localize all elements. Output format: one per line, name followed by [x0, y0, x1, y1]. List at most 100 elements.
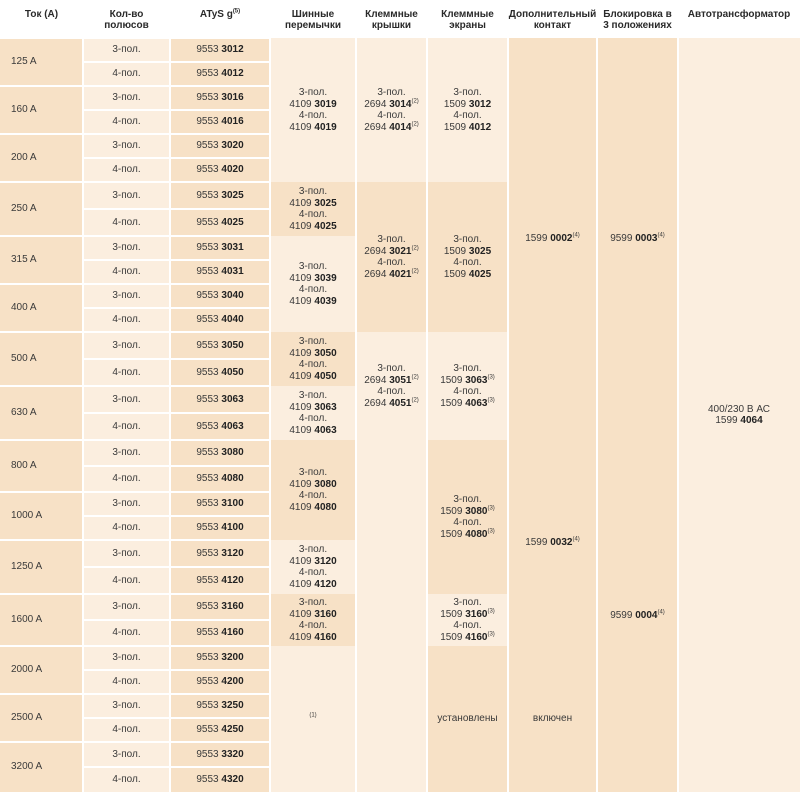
ref-prefix: 9553 [196, 652, 222, 664]
row-divider [83, 766, 270, 768]
cell-text: 1509 [443, 121, 469, 133]
header-lock: Блокировка в 3 положениях [597, 0, 678, 38]
current-cell: 315 A [0, 236, 83, 284]
ref-code-bold: 4014 [389, 121, 412, 133]
atys-ref-cell: 9553 3080 [170, 440, 270, 466]
cell-text: 4109 [289, 424, 315, 436]
poles-cell: 4-пол. [83, 158, 170, 182]
cell-line: 2694 3051(2) [364, 374, 419, 387]
header-text: Клеммные экраны [427, 9, 508, 31]
poles-cell: 4-пол. [83, 359, 170, 386]
row-divider [0, 235, 270, 237]
cell-text: 3-пол. [377, 87, 406, 98]
poles-value: 3-пол. [112, 92, 141, 104]
ref-code-bold: 4120 [221, 574, 244, 586]
cell-text: 4-пол. [298, 110, 328, 121]
footnote-ref: (2) [411, 98, 419, 105]
ref-code-bold: 4080 [465, 528, 488, 540]
cell-text: 4109 [289, 631, 315, 643]
poles-value: 3-пол. [112, 393, 141, 405]
ref-line: 9553 4012 [196, 68, 243, 80]
cell-line: 3-пол. [453, 234, 481, 246]
cell-line: 3-пол. [299, 336, 327, 348]
bus-bar-cell: 3-пол. 4109 3080 4-пол. 4109 4080 [270, 440, 356, 540]
ref-code-bold: 4063 [314, 424, 337, 436]
ref-code-bold: 3031 [221, 242, 244, 254]
footnote-ref: (2) [411, 245, 419, 252]
atys-ref-cell: 9553 4050 [170, 359, 270, 386]
ref-code-bold: 4025 [314, 220, 337, 232]
current-cell: 630 A [0, 386, 83, 440]
footnote-ref: (4) [572, 536, 580, 543]
ref-code-bold: 4020 [221, 164, 244, 176]
atys-ref-cell: 9553 4250 [170, 718, 270, 742]
poles-value: 4-пол. [112, 68, 141, 80]
ref-code-bold: 4080 [221, 473, 244, 485]
header-label: Автотрансформатор [687, 9, 791, 20]
header-label: Ток (А) [24, 9, 59, 20]
cell-text: 4109 [289, 370, 315, 382]
poles-cell: 4-пол. [83, 413, 170, 440]
ref-code-bold: 3120 [221, 547, 244, 559]
ref-prefix: 9553 [196, 700, 222, 712]
current-value: 1250 A [11, 561, 43, 573]
cell-line: 4-пол. [299, 567, 327, 579]
ref-prefix: 9553 [196, 601, 222, 613]
poles-value: 4-пол. [112, 574, 141, 586]
cell-line: 2694 3021(2) [364, 245, 419, 258]
cell-line: 1509 4063(3) [440, 397, 495, 410]
cell-text: 4109 [289, 220, 315, 232]
cell-text: 1509 [440, 528, 466, 540]
cell-line: 3-пол. [299, 390, 327, 402]
ref-code-bold: 4080 [314, 501, 337, 513]
footnote-ref: (2) [411, 121, 419, 128]
ref-line: 9553 3031 [196, 242, 243, 254]
cell-line: 3-пол. [453, 363, 481, 375]
ref-line: 9553 3080 [196, 447, 243, 459]
cell-line: 4109 4050 [289, 371, 336, 383]
ref-prefix: 9553 [196, 266, 222, 278]
poles-value: 3-пол. [112, 547, 141, 559]
row-divider [83, 515, 270, 517]
current-value: 250 A [11, 203, 37, 215]
cell-text: 3-пол. [298, 186, 328, 197]
poles-cell: 3-пол. [83, 540, 170, 567]
footnote-ref: (4) [572, 232, 580, 239]
row-divider [0, 439, 270, 441]
cell-text: 3-пол. [298, 390, 328, 401]
cell-line: 4109 4160 [289, 632, 336, 644]
cell-line: 4-пол. [453, 517, 481, 529]
ref-code-bold: 4051 [389, 397, 412, 409]
ref-line: 9553 3160 [196, 601, 243, 613]
poles-value: 3-пол. [112, 498, 141, 510]
ref-line: 9553 3250 [196, 700, 243, 712]
cell-line: (1) [309, 713, 316, 725]
poles-cell: 3-пол. [83, 646, 170, 670]
cell-text: 3-пол. [453, 494, 482, 505]
atys-ref-cell: 9553 4031 [170, 260, 270, 284]
row-divider [0, 741, 270, 743]
ref-code-bold: 3019 [314, 98, 337, 110]
current-cell: 1000 A [0, 492, 83, 540]
bus-bar-cell: 3-пол. 4109 3019 4-пол. 4109 4019 [270, 38, 356, 182]
row-divider [0, 85, 270, 87]
header-terminal-screens: Клеммные экраны [427, 0, 508, 38]
cell-text: 4109 [289, 401, 315, 413]
cell-line: 4-пол. [299, 284, 327, 296]
ref-code-bold: 4050 [221, 366, 244, 378]
cell-line: 2694 4051(2) [364, 397, 419, 410]
ref-code-bold: 3250 [221, 700, 244, 712]
cell-line: установлены [437, 713, 497, 725]
ref-line: 9553 4250 [196, 724, 243, 736]
poles-value: 4-пол. [112, 266, 141, 278]
cell-text: 4-пол. [453, 620, 482, 631]
header-text: ATyS g(5) [197, 9, 243, 20]
ref-prefix: 9553 [196, 68, 222, 80]
ref-code-bold: 3021 [389, 245, 412, 257]
atys-ref-cell: 9553 4100 [170, 516, 270, 540]
cell-line: 1509 3063(3) [440, 374, 495, 387]
cell-line: 1509 4025 [444, 269, 491, 281]
cell-line: 4109 3050 [289, 348, 336, 360]
header-terminal-covers: Клеммные крышки [356, 0, 427, 38]
column-divider [355, 38, 357, 792]
